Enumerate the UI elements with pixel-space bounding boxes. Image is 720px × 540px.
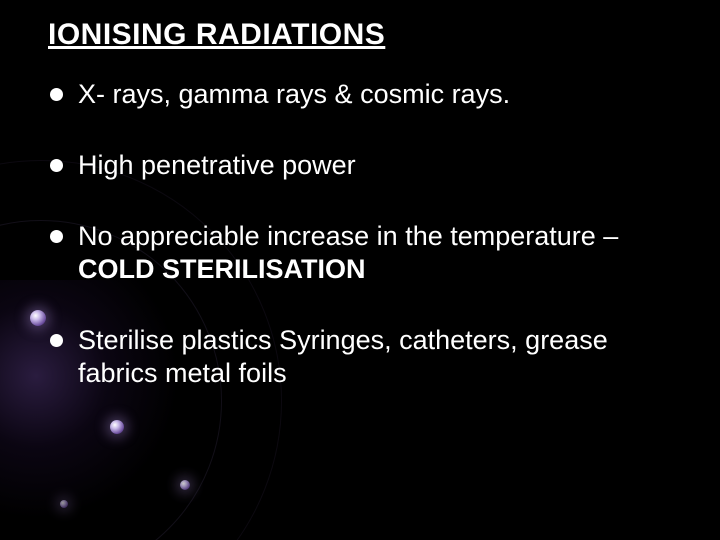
slide-title: IONISING RADIATIONS <box>48 18 690 52</box>
list-item: X- rays, gamma rays & cosmic rays. <box>48 78 690 111</box>
list-item: High penetrative power <box>48 149 690 182</box>
slide: IONISING RADIATIONS X- rays, gamma rays … <box>0 0 720 540</box>
list-item: No appreciable increase in the temperatu… <box>48 220 690 286</box>
bullet-list: X- rays, gamma rays & cosmic rays. High … <box>48 78 690 390</box>
list-item: Sterilise plastics Syringes, catheters, … <box>48 324 690 390</box>
